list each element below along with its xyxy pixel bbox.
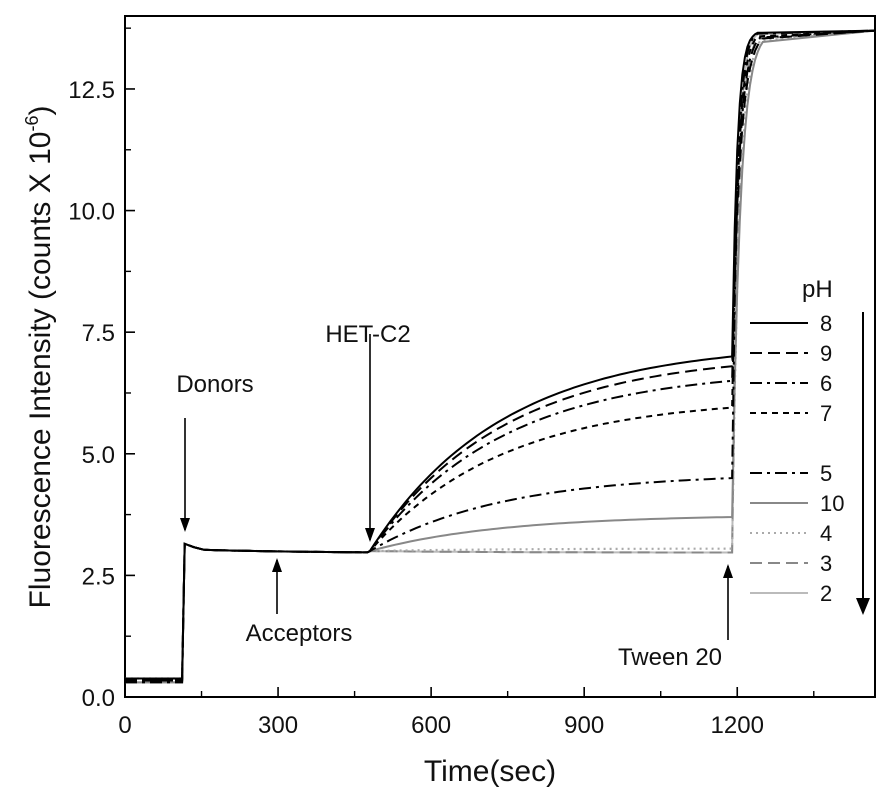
y-tick-label: 5.0 — [82, 442, 115, 469]
annotation-donors-arrowhead — [180, 518, 190, 532]
annotation-acceptors: Acceptors — [246, 558, 353, 647]
series-line-ph-3 — [125, 29, 876, 682]
series-line-ph-4 — [125, 29, 876, 680]
annotation-hetc2-arrowhead — [365, 528, 375, 542]
annotation-tween20: Tween 20 — [618, 564, 733, 671]
annotation-acceptors-arrowhead — [272, 558, 282, 572]
y-tick-label: 10.0 — [68, 199, 115, 226]
y-tick-label: 12.5 — [68, 77, 115, 104]
legend-items: 8 9 6 7 5 10 4 3 2 — [750, 311, 844, 606]
x-axis-label: Time(sec) — [424, 755, 556, 788]
annotation-donors: Donors — [176, 371, 254, 532]
series-curves — [125, 29, 876, 684]
legend-order-arrowhead — [856, 598, 870, 615]
y-tick-label: 0.0 — [82, 685, 115, 712]
legend-label-ph-4: 4 — [820, 521, 832, 546]
y-axis-label: Fluorescence Intensity (counts X 10-6) — [22, 106, 57, 609]
annotation-tween20-label: Tween 20 — [618, 644, 722, 671]
series-line-ph-5 — [125, 29, 876, 682]
legend-label-ph-2: 2 — [820, 581, 832, 606]
x-tick-label: 1200 — [711, 712, 764, 739]
x-axis-ticks: 0 300 600 900 1200 — [118, 687, 815, 739]
y-axis-label-close: ) — [24, 106, 57, 116]
x-tick-label: 0 — [118, 712, 131, 739]
annotation-tween20-arrowhead — [723, 564, 733, 578]
annotation-donors-label: Donors — [176, 371, 253, 398]
legend: pH 8 9 6 7 5 10 4 3 2 — [750, 276, 870, 615]
y-axis-ticks: 0.0 2.5 5.0 7.5 10.0 12.5 — [68, 27, 135, 712]
legend-label-ph-8: 8 — [820, 311, 832, 336]
x-tick-label: 300 — [258, 712, 298, 739]
x-tick-label: 900 — [564, 712, 604, 739]
legend-label-ph-6: 6 — [820, 371, 832, 396]
series-line-ph-2 — [125, 29, 876, 684]
annotation-acceptors-label: Acceptors — [246, 620, 353, 647]
y-axis-label-main: Fluorescence Intensity (counts X 10 — [24, 132, 57, 609]
y-tick-label: 2.5 — [82, 563, 115, 590]
series-line-ph-7 — [125, 29, 876, 680]
legend-label-ph-7: 7 — [820, 401, 832, 426]
series-line-ph-9 — [125, 29, 876, 682]
y-tick-label: 7.5 — [82, 320, 115, 347]
series-line-ph-8 — [125, 29, 876, 680]
x-tick-label: 600 — [411, 712, 451, 739]
legend-label-ph-3: 3 — [820, 551, 832, 576]
legend-label-ph-10: 10 — [820, 491, 844, 516]
series-line-ph-10 — [125, 29, 876, 684]
annotation-hetc2: HET-C2 — [325, 321, 411, 542]
legend-title: pH — [802, 276, 833, 303]
y-axis-label-exponent: -6 — [22, 116, 42, 132]
series-line-ph-6 — [125, 29, 876, 684]
legend-label-ph-9: 9 — [820, 341, 832, 366]
plot-frame — [124, 15, 876, 698]
legend-label-ph-5: 5 — [820, 461, 832, 486]
annotation-hetc2-label: HET-C2 — [325, 321, 410, 348]
